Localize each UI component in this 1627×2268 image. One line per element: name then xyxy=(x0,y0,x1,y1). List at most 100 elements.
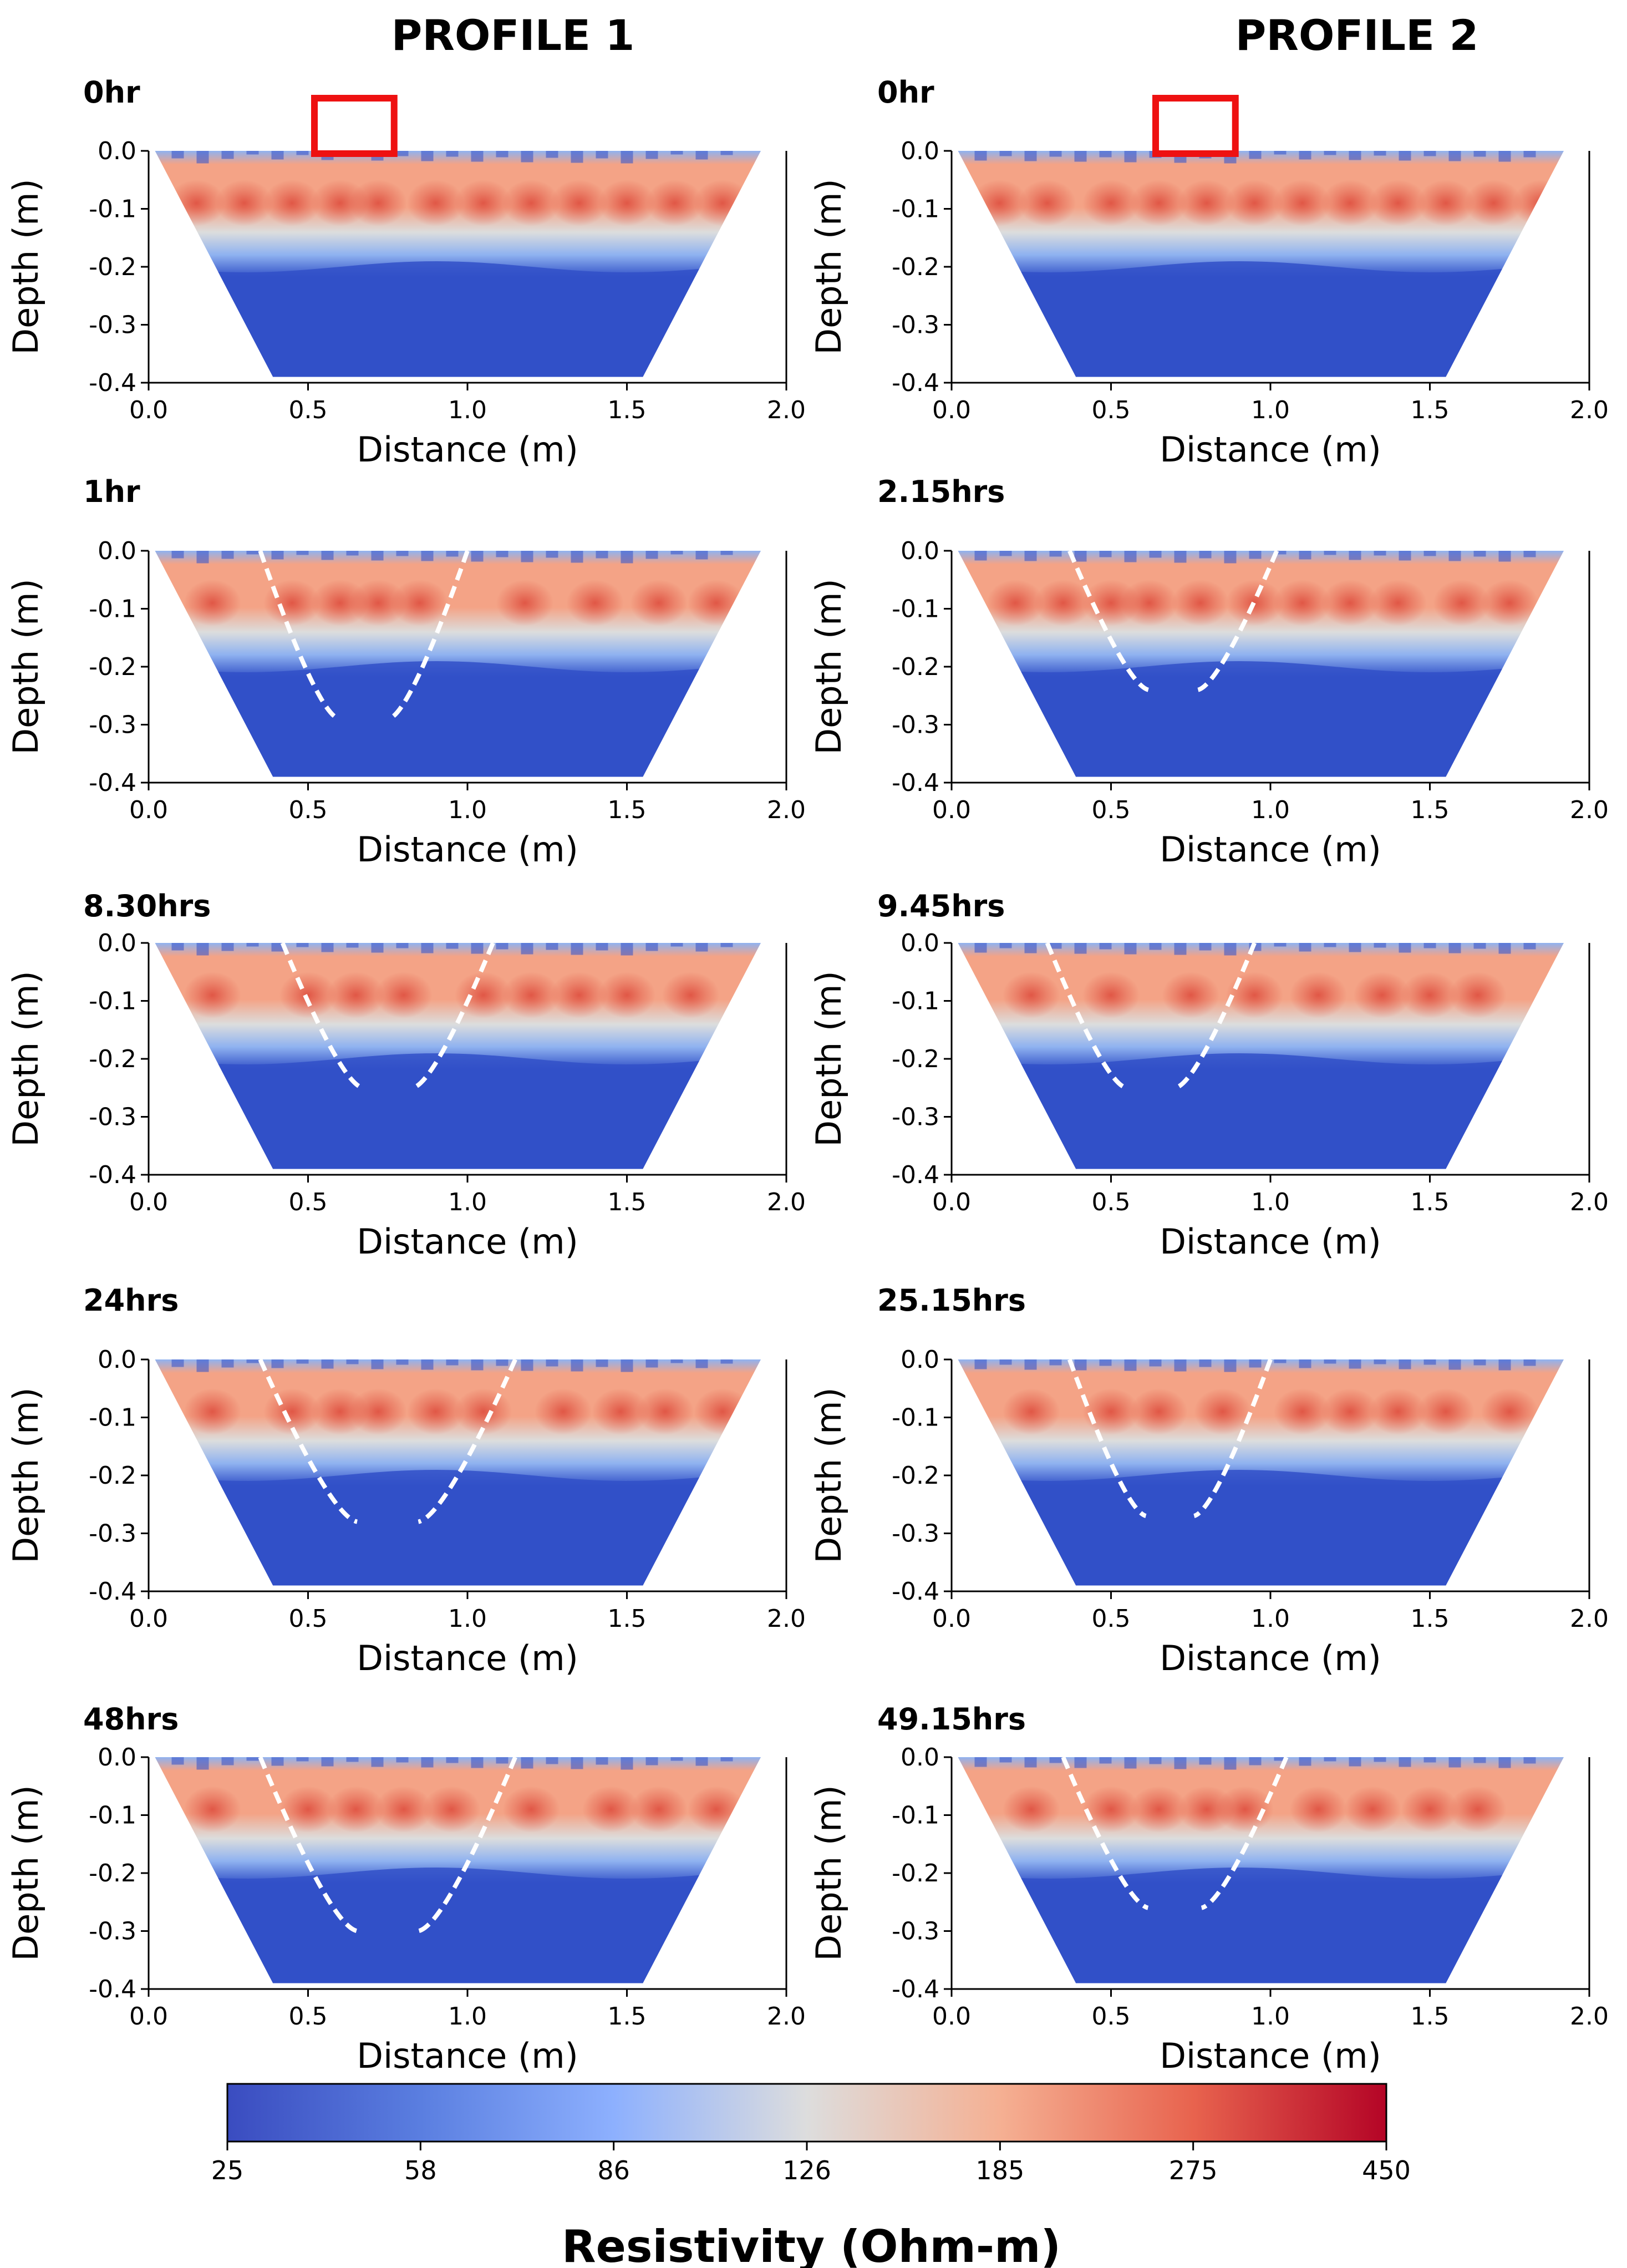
surface-low-resistivity xyxy=(695,151,708,160)
y-tick-label: 0.0 xyxy=(901,537,939,565)
x-tick-label: 1.5 xyxy=(1411,1605,1450,1633)
x-tick-label: 0.0 xyxy=(129,1188,168,1216)
y-tick-label: -0.3 xyxy=(89,311,136,339)
surface-low-resistivity xyxy=(596,151,608,159)
high-resistivity-zone xyxy=(636,1388,694,1435)
plume-boundary-right xyxy=(1201,1756,1289,1910)
high-resistivity-zone xyxy=(406,180,465,226)
high-resistivity-zone xyxy=(592,1388,649,1435)
surface-low-resistivity xyxy=(1024,943,1037,953)
high-resistivity-zone xyxy=(1003,1786,1060,1833)
surface-low-resistivity xyxy=(421,943,434,953)
resistivity-section xyxy=(155,1757,761,1983)
high-resistivity-zone xyxy=(263,580,321,626)
high-resistivity-zone xyxy=(1082,1388,1140,1435)
surface-low-resistivity xyxy=(695,943,708,952)
panel-title: 49.15hrs xyxy=(877,1702,1026,1737)
surface-low-resistivity xyxy=(1498,943,1511,954)
y-tick-label: -0.2 xyxy=(89,1045,136,1073)
high-resistivity-zone xyxy=(1120,580,1178,626)
surface-low-resistivity xyxy=(196,1757,209,1770)
x-tick-label: 1.5 xyxy=(1411,796,1450,824)
surface-low-resistivity xyxy=(621,943,633,956)
plume-boundary-left xyxy=(280,942,364,1090)
high-resistivity-zone xyxy=(1289,972,1347,1018)
surface-low-resistivity xyxy=(321,551,334,560)
y-tick-label: -0.3 xyxy=(892,1103,939,1132)
surface-low-resistivity xyxy=(1498,551,1511,562)
x-tick-label: 0.5 xyxy=(289,396,328,424)
high-resistivity-zone xyxy=(550,972,608,1018)
surface-low-resistivity xyxy=(196,943,209,956)
surface-low-resistivity xyxy=(1399,1757,1411,1767)
surface-low-resistivity xyxy=(396,1757,409,1763)
surface-low-resistivity xyxy=(596,1757,608,1765)
high-resistivity-zone xyxy=(391,580,449,626)
x-tick-label: 0.0 xyxy=(932,396,971,424)
surface-low-resistivity xyxy=(1423,151,1436,156)
surface-low-resistivity xyxy=(621,551,633,564)
plume-boundary-left xyxy=(258,1358,358,1524)
high-resistivity-zone xyxy=(1449,1786,1507,1833)
high-resistivity-zone xyxy=(1082,972,1140,1018)
y-tick-label: -0.1 xyxy=(892,1404,939,1432)
x-axis-label: Distance (m) xyxy=(1160,2036,1381,2076)
high-resistivity-zone xyxy=(1194,1388,1252,1435)
surface-low-resistivity xyxy=(645,943,658,951)
high-resistivity-zone xyxy=(1401,1786,1459,1833)
surface-low-resistivity xyxy=(720,151,733,155)
high-resistivity-zone xyxy=(349,180,407,226)
low-resistivity-zone xyxy=(958,1053,1564,1169)
surface-low-resistivity xyxy=(496,151,509,158)
y-tick-label: 0.0 xyxy=(901,1346,939,1374)
high-resistivity-zone xyxy=(1449,972,1507,1018)
high-resistivity-zone xyxy=(1353,972,1411,1018)
profile-1-header: PROFILE 1 xyxy=(392,11,635,60)
high-resistivity-zone xyxy=(184,972,241,1018)
low-resistivity-zone xyxy=(155,1053,761,1169)
high-resistivity-zone xyxy=(534,1388,592,1435)
panel-title: 9.45hrs xyxy=(877,889,1005,924)
surface-low-resistivity xyxy=(421,1757,434,1768)
high-resistivity-zone xyxy=(1034,580,1092,626)
surface-low-resistivity xyxy=(1099,1359,1112,1366)
surface-low-resistivity xyxy=(1049,551,1062,557)
surface-low-resistivity xyxy=(1448,151,1461,161)
plume-boundary-right xyxy=(412,942,495,1090)
high-resistivity-zone xyxy=(1273,580,1331,626)
x-axis-label: Distance (m) xyxy=(1160,829,1381,870)
surface-low-resistivity xyxy=(396,551,409,556)
surface-low-resistivity xyxy=(221,1359,234,1368)
surface-low-resistivity xyxy=(999,1757,1012,1763)
panel-title: 48hrs xyxy=(83,1702,179,1737)
high-resistivity-zone xyxy=(1401,972,1459,1018)
surface-low-resistivity xyxy=(271,1757,284,1766)
x-tick-label: 1.5 xyxy=(1411,2002,1450,2031)
y-tick-label: -0.3 xyxy=(892,1520,939,1548)
surface-low-resistivity xyxy=(1448,1359,1461,1370)
source-marker-box xyxy=(311,95,398,157)
y-tick-label: -0.4 xyxy=(89,369,136,397)
surface-low-resistivity xyxy=(546,943,558,950)
high-resistivity-zone xyxy=(1344,1786,1401,1833)
resistivity-section xyxy=(958,551,1564,777)
surface-low-resistivity xyxy=(1399,551,1411,561)
surface-low-resistivity xyxy=(546,1757,558,1764)
low-resistivity-zone xyxy=(155,261,761,377)
x-tick-label: 1.5 xyxy=(608,2002,647,2031)
surface-low-resistivity xyxy=(1099,1757,1112,1764)
y-tick-label: -0.1 xyxy=(89,195,136,224)
y-tick-label: -0.2 xyxy=(89,1859,136,1888)
high-resistivity-zone xyxy=(502,972,560,1018)
low-resistivity-zone xyxy=(155,661,761,777)
plume-boundary-right xyxy=(1193,1358,1273,1519)
surface-low-resistivity xyxy=(1374,151,1386,156)
surface-low-resistivity xyxy=(1423,1757,1436,1763)
high-resistivity-zone xyxy=(349,1388,407,1435)
plume-boundary-left xyxy=(1067,1358,1147,1519)
surface-low-resistivity xyxy=(645,1757,658,1765)
surface-low-resistivity xyxy=(1423,551,1436,556)
x-tick-label: 1.0 xyxy=(1251,796,1290,824)
y-tick-label: -0.2 xyxy=(892,1045,939,1073)
